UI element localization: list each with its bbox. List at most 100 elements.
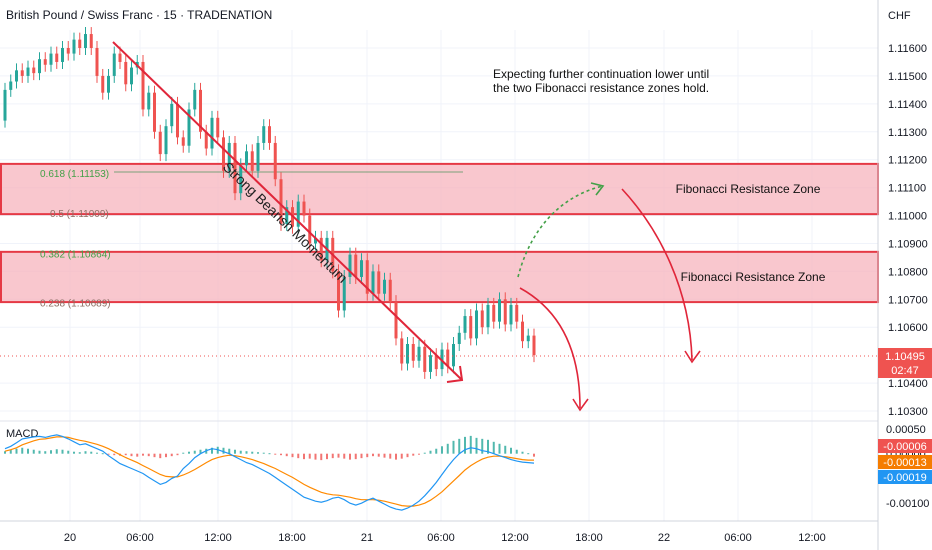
macd-histogram-bar [343,453,346,459]
candle-body [222,137,225,171]
candle-body [279,179,283,224]
macd-histogram-bar [262,452,265,454]
candle-body [204,131,208,149]
macd-histogram-bar [159,453,162,459]
macd-histogram-bar [4,451,6,454]
candle-body [43,59,47,65]
fib-labels: 0.618 (1.11153) 0.5 (1.11009) 0.382 (1.108… [40,169,111,310]
macd-histogram-bar [435,448,438,454]
macd-histogram-bar [285,453,288,457]
candle-body [66,48,70,54]
green-dotted-arrow[interactable] [517,182,605,278]
bearish-trend-arrow[interactable] [112,41,464,383]
macd-histogram-bar [176,453,179,456]
zone-label: Fibonacci Resistance Zone [676,182,821,196]
price-tick: 1.11500 [888,71,927,83]
macd-value-badges: -0.00006 -0.00013 -0.00019 [878,439,932,484]
macd-histogram-bar [96,452,98,454]
macd-histogram-bar [533,453,535,457]
macd-histogram-bar [170,453,173,457]
candle-body [72,39,76,54]
red-curved-arrow-1[interactable] [519,287,589,412]
macd-histogram-bar [199,449,202,454]
macd-histogram-bar [498,443,501,454]
price-tick: 1.11600 [888,43,927,55]
macd-histogram-bar [251,451,254,454]
macd-histogram-bar [510,447,512,454]
macd-title: MACD [6,428,38,440]
time-tick: 18:00 [575,532,603,544]
price-tick: 1.10300 [888,406,928,418]
candle-body [245,151,248,166]
macd-histogram-bar [44,451,47,454]
macd-histogram-bar [193,450,196,454]
candle-body [153,92,156,132]
candle-body [360,260,363,277]
time-tick: 06:00 [427,532,455,544]
currency-label[interactable]: CHF [888,10,911,22]
macd-histogram-bar [153,453,156,458]
candle-body [187,109,191,146]
candle-body [400,338,404,364]
candle-body [503,299,507,325]
candle-body [78,39,82,48]
fib-level-label: 0.618 (1.11153) [40,169,109,180]
macd-histogram-bar [446,443,449,454]
candle-body [302,201,306,216]
price-tick: 1.11400 [888,99,927,111]
candle-body [147,92,151,110]
macd-histogram-bar [487,439,489,454]
candle-body [377,271,381,294]
macd-histogram-bar [412,453,415,456]
candle-body [250,151,254,171]
candle-body [20,70,24,76]
macd-histogram-bar [268,453,271,455]
candle-body [124,61,128,85]
macd-histogram-bar [78,452,81,454]
macd-histogram-bar [67,450,70,454]
candle-body [210,117,214,149]
macd-histogram [4,435,535,461]
candle-body [112,53,116,76]
time-tick: 20 [64,532,76,544]
candle-body [9,81,13,90]
time-axis-ticks: 20 06:00 12:00 18:00 21 06:00 12:00 18:00 22 06:0… [64,532,826,544]
candle-body [227,142,231,171]
candle-body [273,142,277,180]
fib-level-label: 0.382 (1.10864) [40,250,111,261]
candle-body [118,53,122,62]
macd-histogram-bar [314,453,317,460]
candle-body [95,48,99,76]
macd-histogram-bar [326,453,328,460]
candle-body [388,279,392,303]
candle-body [383,279,386,294]
candle-body [176,103,179,138]
macd-histogram-bar [372,453,374,457]
macd-histogram-bar [469,435,472,454]
macd-value: -0.00013 [883,457,926,469]
symbol-title[interactable]: British Pound / Swiss Franc · 15 · TRADE… [6,8,272,22]
candle-body [141,61,145,110]
red-curved-arrow-2[interactable] [621,188,701,364]
macd-histogram-bar [452,440,455,454]
macd-tick: -0.00100 [886,498,929,510]
macd-histogram-bar [308,453,311,459]
candle-body [492,304,496,322]
time-tick: 06:00 [126,532,154,544]
price-tick: 1.11000 [888,211,927,223]
macd-histogram-bar [395,453,397,460]
price-candles [3,27,536,379]
macd-value: -0.00019 [883,472,926,484]
macd-histogram-bar [423,452,426,454]
candle-body [429,355,432,372]
macd-histogram-bar [32,449,35,454]
macd-histogram-bar [464,436,466,454]
macd-histogram-bar [182,452,185,454]
price-tick: 1.11300 [888,127,927,139]
candle-body [434,355,438,370]
candle-body [521,321,524,342]
macd-histogram-bar [257,452,259,454]
macd-tick: 0.00050 [886,424,926,436]
candle-body [486,304,490,328]
